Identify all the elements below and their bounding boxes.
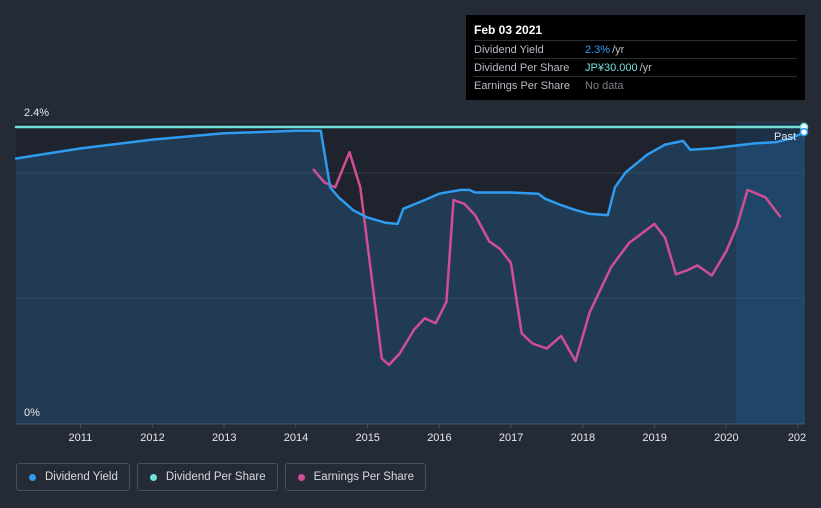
dividend-chart: 2.4%0% 2011 2012 2013 2014 2015 2016 2017 2018 2… xyxy=(14,107,809,444)
x-tick-label: 2011 xyxy=(69,432,93,444)
tooltip-unit: /yr xyxy=(612,43,625,56)
earnings-per-share-line xyxy=(312,150,782,367)
y-tick-label: 2.4% xyxy=(24,107,49,119)
legend-label: Dividend Yield xyxy=(45,471,118,483)
tooltip-row-dividend-yield: Dividend Yield 2.3% /yr xyxy=(474,40,797,58)
tooltip-label: Dividend Per Share xyxy=(474,61,570,74)
legend-label: Earnings Per Share xyxy=(313,471,414,483)
series-layer xyxy=(14,122,809,425)
tooltip-label: Earnings Per Share xyxy=(474,79,570,92)
legend-item-earnings-per-share[interactable]: Earnings Per Share xyxy=(284,463,426,491)
tooltip-value: JP¥30.000 xyxy=(585,61,638,74)
plot-background xyxy=(16,122,805,424)
tooltip-unit: /yr xyxy=(639,61,652,74)
x-tick-label: 2015 xyxy=(355,432,379,444)
dividend-yield-line xyxy=(14,129,807,226)
dividend-yield-area xyxy=(16,130,805,425)
tooltip: Feb 03 2021 Dividend Yield 2.3% /yr Divi… xyxy=(466,15,805,100)
tooltip-row-earnings-per-share: Earnings Per Share No data xyxy=(474,76,797,94)
legend: Dividend Yield Dividend Per Share Earnin… xyxy=(16,463,426,491)
legend-item-dividend-per-share[interactable]: Dividend Per Share xyxy=(136,463,278,491)
x-tick-label: 2012 xyxy=(140,432,164,444)
x-tick-label: 202 xyxy=(788,432,806,444)
tooltip-date: Feb 03 2021 xyxy=(474,23,543,37)
x-tick-label: 2014 xyxy=(284,432,308,444)
y-axis: 2.4% 0% xyxy=(24,107,49,419)
tooltip-value: 2.3% xyxy=(585,43,611,56)
legend-item-dividend-yield[interactable]: Dividend Yield xyxy=(16,463,130,491)
tooltip-label: Dividend Yield xyxy=(474,43,544,56)
x-tick-label: 2018 xyxy=(571,432,595,444)
legend-dot-icon xyxy=(297,473,305,481)
x-tick-label: 2016 xyxy=(427,432,451,444)
legend-dot-icon xyxy=(149,473,157,481)
tooltip-row-dividend-per-share: Dividend Per Share JP¥30.000 /yr xyxy=(474,58,797,76)
legend-label: Dividend Per Share xyxy=(165,471,266,483)
x-tick-label: 2017 xyxy=(499,432,523,444)
recent-period-band xyxy=(736,122,805,424)
x-tick-label: 2013 xyxy=(212,432,236,444)
tooltip-value: No data xyxy=(585,79,624,92)
past-label: Past xyxy=(774,131,796,143)
gridlines xyxy=(16,121,805,425)
x-tick-label: 2020 xyxy=(714,432,738,444)
y-tick-label: 0% xyxy=(24,407,40,419)
x-axis: 2011 2012 2013 2014 2015 2016 2017 2018 2019 2020… xyxy=(69,424,806,444)
x-tick-label: 2019 xyxy=(642,432,666,444)
dividend-yield-end-point xyxy=(799,127,809,137)
legend-dot-icon xyxy=(29,473,36,481)
